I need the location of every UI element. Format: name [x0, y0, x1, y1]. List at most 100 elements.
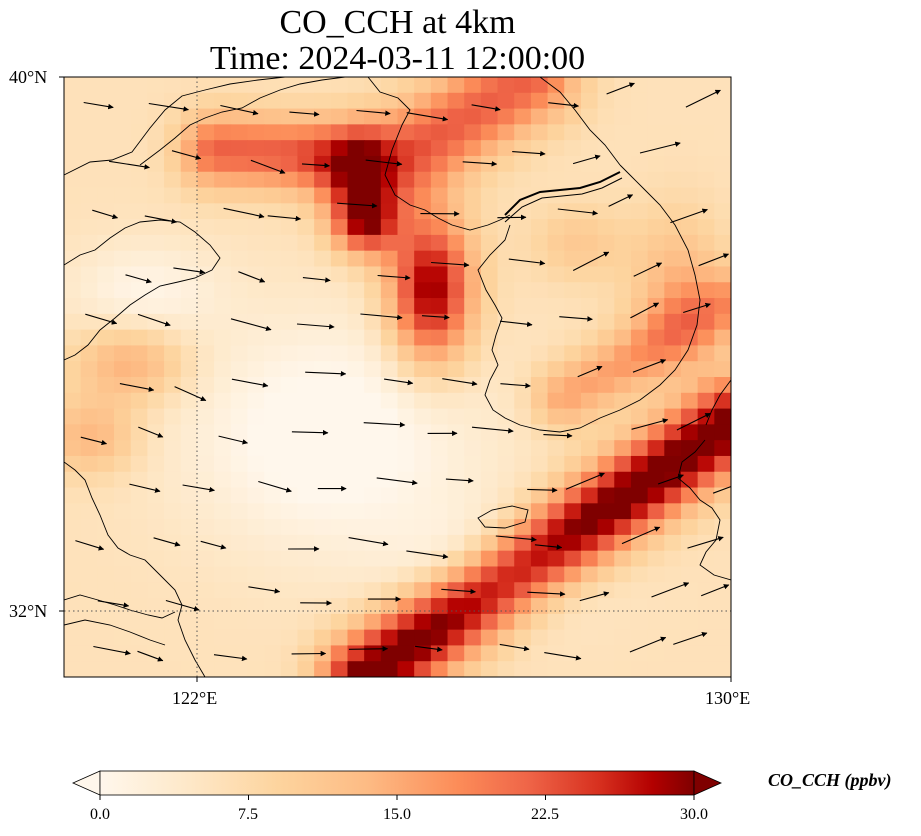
heatmap-cell: [330, 613, 349, 631]
heatmap-cell: [297, 282, 315, 299]
heatmap-cell: [614, 550, 632, 568]
heatmap-cell: [364, 171, 382, 189]
heatmap-cell: [64, 629, 82, 647]
heatmap-cell: [80, 282, 98, 299]
heatmap-cell: [247, 361, 265, 378]
heatmap-cell: [380, 566, 399, 583]
heatmap-cell: [447, 534, 465, 552]
heatmap-cell: [180, 566, 199, 583]
heatmap-cell: [414, 519, 432, 536]
heatmap-cell: [230, 661, 249, 677]
heatmap-cell: [330, 282, 349, 299]
heatmap-cell: [97, 424, 115, 441]
heatmap-cell: [697, 629, 715, 647]
heatmap-cell: [314, 187, 332, 204]
wind-arrow: [499, 320, 533, 327]
heatmap-cell: [447, 329, 465, 347]
heatmap-cell: [64, 503, 82, 520]
heatmap-cell: [64, 298, 82, 315]
heatmap-cell: [664, 629, 682, 647]
heatmap-cell: [547, 519, 565, 536]
heatmap-cell: [264, 645, 282, 662]
heatmap-cell: [364, 92, 382, 110]
heatmap-cell: [664, 361, 682, 378]
heatmap-cell: [647, 266, 665, 283]
heatmap-cell: [347, 471, 365, 489]
heatmap-cell: [330, 440, 349, 457]
heatmap-cell: [547, 282, 565, 299]
heatmap-cell: [430, 645, 449, 662]
heatmap-cell: [330, 471, 349, 489]
lat-tick-label-32n: 32°N: [9, 601, 48, 621]
heatmap-cell: [630, 219, 649, 236]
heatmap-cell: [297, 503, 315, 520]
wind-arrow: [171, 150, 202, 160]
heatmap-cell: [314, 377, 332, 394]
heatmap-cell: [564, 298, 582, 315]
heatmap-cell: [80, 203, 98, 220]
heatmap-cell: [114, 250, 132, 268]
heatmap-cell: [114, 392, 132, 410]
heatmap-cell: [347, 455, 365, 473]
heatmap-cell: [614, 345, 632, 362]
heatmap-cell: [397, 298, 415, 315]
heatmap-cell: [114, 345, 132, 362]
heatmap-cell: [680, 487, 699, 504]
heatmap-cell: [430, 440, 449, 457]
heatmap-cell: [364, 629, 382, 647]
heatmap-cell: [197, 266, 215, 283]
heatmap-cell: [247, 250, 265, 268]
heatmap-cell: [414, 124, 432, 141]
heatmap-cell: [597, 187, 615, 204]
heatmap-cell: [447, 629, 465, 647]
heatmap-cell: [130, 361, 148, 378]
heatmap-cell: [697, 329, 715, 347]
heatmap-cell: [114, 503, 132, 520]
heatmap-cell: [264, 377, 282, 394]
heatmap-cell: [547, 108, 565, 125]
heatmap-cell: [264, 282, 282, 299]
heatmap-cell: [297, 566, 315, 583]
heatmap-cell: [197, 661, 215, 677]
heatmap-cell: [364, 361, 382, 378]
heatmap-cell: [280, 187, 299, 204]
heatmap-cell: [414, 582, 432, 599]
heatmap-cell: [297, 313, 315, 331]
heatmap-cell: [247, 219, 265, 236]
heatmap-cell: [297, 377, 315, 394]
heatmap-cell: [297, 140, 315, 157]
heatmap-cell: [197, 234, 215, 252]
heatmap-cell: [597, 629, 615, 647]
heatmap-cell: [297, 471, 315, 489]
heatmap-cell: [564, 455, 582, 473]
heatmap-cell: [164, 203, 182, 220]
heatmap-cell: [614, 187, 632, 204]
heatmap-cell: [664, 519, 682, 536]
heatmap-cell: [130, 77, 148, 94]
heatmap-cell: [264, 550, 282, 568]
heatmap-cell: [64, 108, 82, 125]
heatmap-cell: [347, 534, 365, 552]
heatmap-cell: [430, 566, 449, 583]
heatmap-cell: [480, 392, 499, 410]
heatmap-cell: [497, 124, 515, 141]
wind-arrow: [579, 591, 610, 602]
wind-arrow: [471, 104, 501, 112]
heatmap-cell: [414, 455, 432, 473]
heatmap-cell: [464, 661, 482, 677]
heatmap-cell: [330, 503, 349, 520]
wind-arrow: [148, 102, 189, 112]
heatmap-cell: [647, 519, 665, 536]
heatmap-cell: [180, 234, 199, 252]
colorbar-tick-1: 7.5: [238, 806, 258, 823]
heatmap-cell: [314, 519, 332, 536]
heatmap-cell: [330, 171, 349, 189]
heatmap-cell: [214, 203, 232, 220]
heatmap-cell: [347, 219, 365, 236]
heatmap-cell: [247, 534, 265, 552]
heatmap-cell: [197, 455, 215, 473]
heatmap-cell: [80, 582, 98, 599]
heatmap-cell: [464, 566, 482, 583]
heatmap-cell: [397, 361, 415, 378]
